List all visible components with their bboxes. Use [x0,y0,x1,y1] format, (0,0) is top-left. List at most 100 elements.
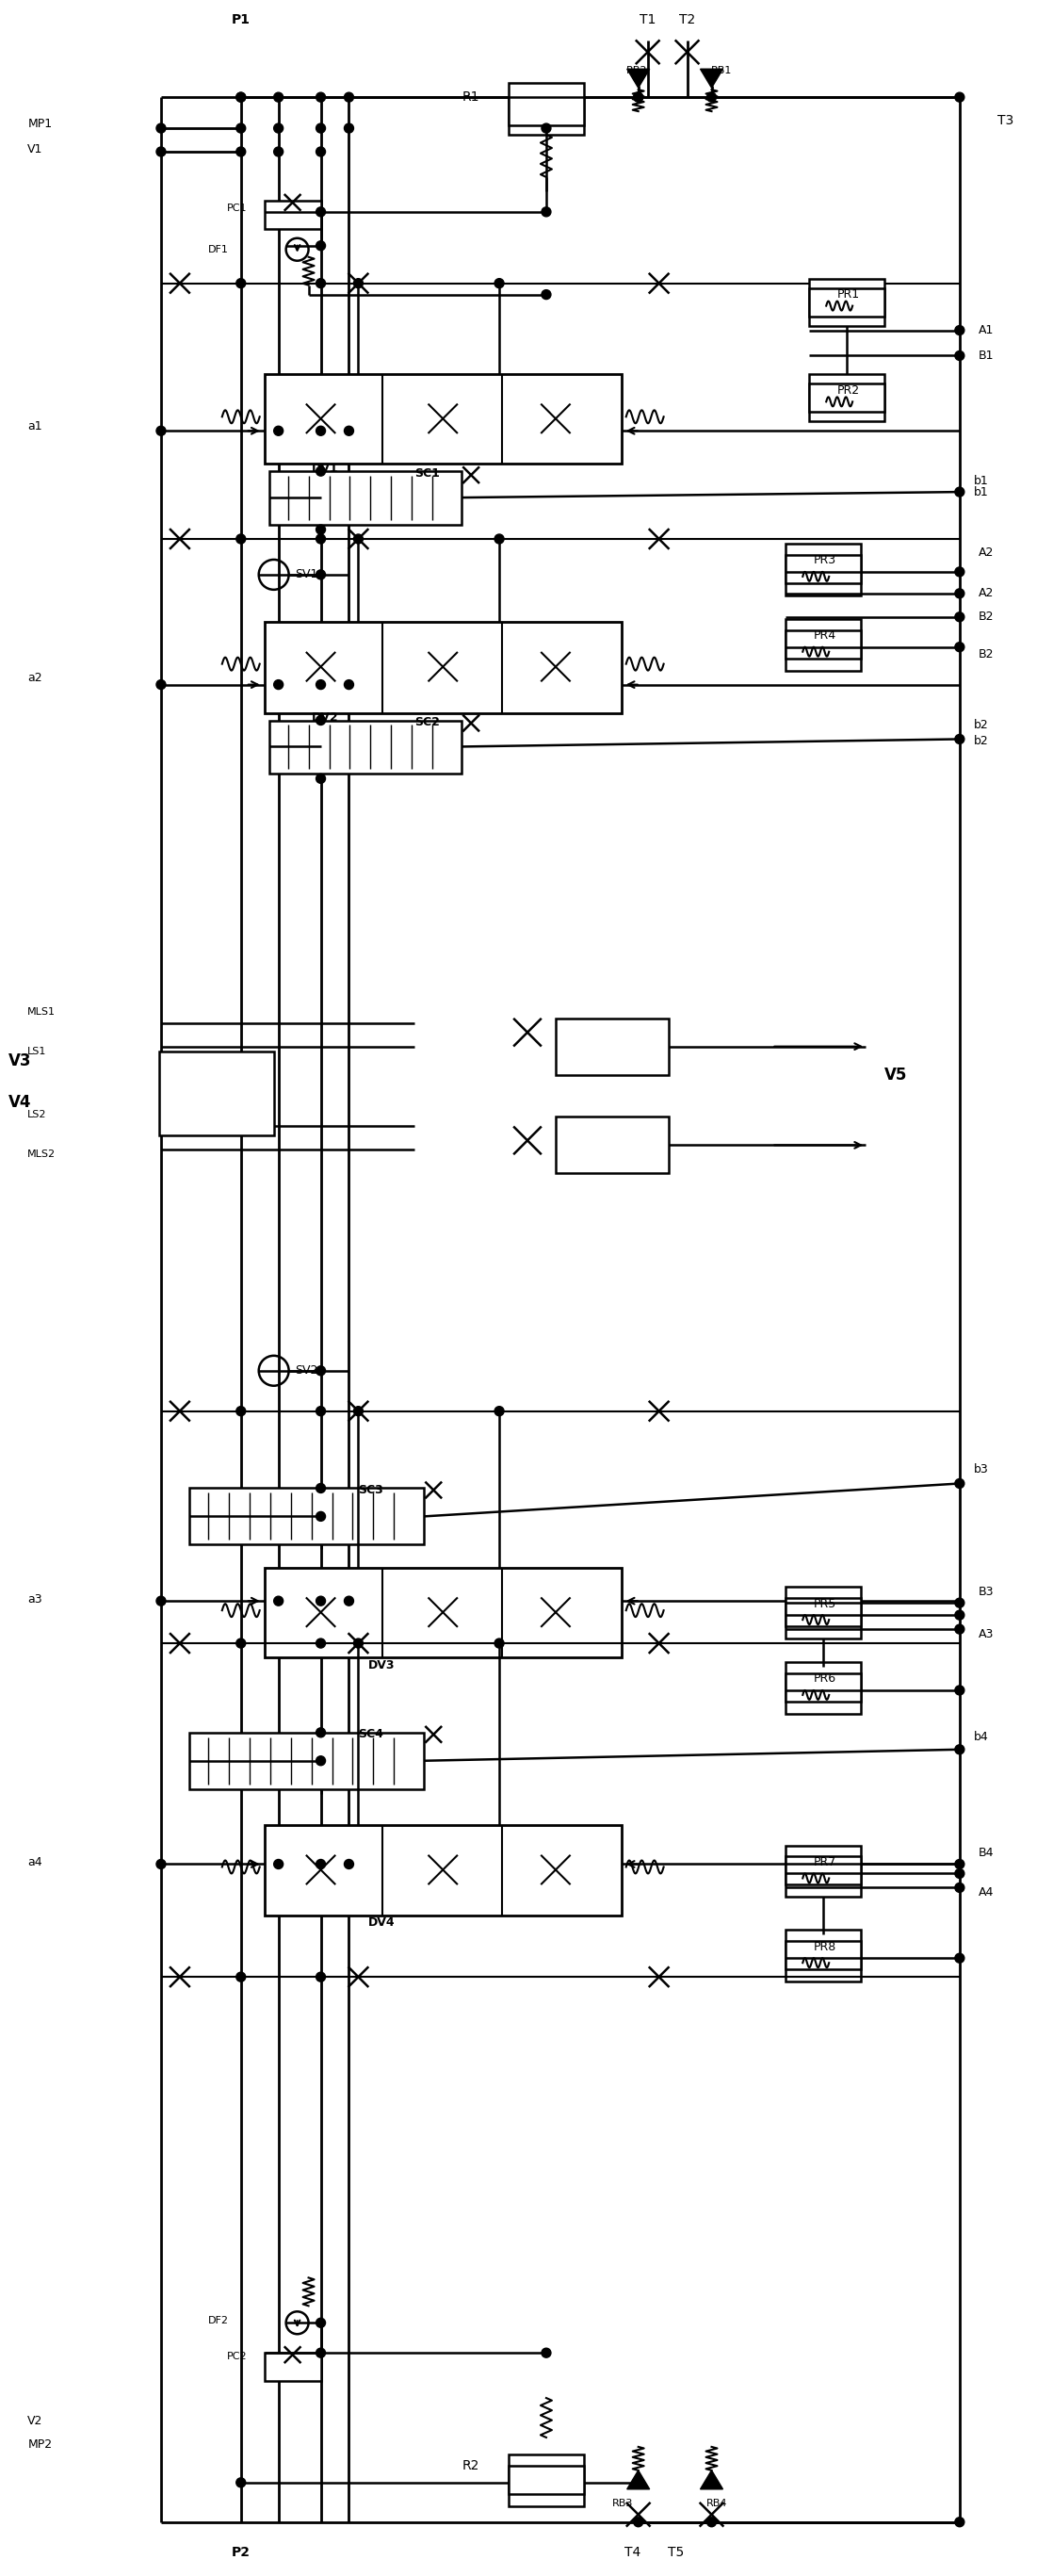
Circle shape [955,325,965,335]
Circle shape [236,1638,245,1649]
Bar [786,1929,861,1981]
Circle shape [316,425,325,435]
Circle shape [955,1953,965,1963]
Bar [159,1051,274,1136]
Text: MP2: MP2 [27,2439,53,2452]
Text: SC2: SC2 [415,716,440,729]
Circle shape [236,147,245,157]
Circle shape [316,1973,325,1981]
Text: b2: b2 [974,734,989,747]
Circle shape [541,124,551,134]
Text: SC3: SC3 [358,1484,383,1497]
Text: A3: A3 [978,1628,994,1641]
Bar [264,1569,621,1656]
Text: T4: T4 [624,2545,641,2558]
Circle shape [316,124,325,134]
Text: V4: V4 [8,1095,32,1110]
Bar [786,1942,861,1971]
Circle shape [344,93,354,103]
Circle shape [495,533,504,544]
Text: V2: V2 [27,2414,43,2427]
Circle shape [344,680,354,690]
Circle shape [955,1883,965,1893]
Text: V3: V3 [8,1051,32,1069]
Text: SC4: SC4 [358,1728,383,1741]
Circle shape [274,680,283,690]
Text: MLS2: MLS2 [27,1149,56,1159]
Text: DV1: DV1 [312,461,338,474]
Text: P1: P1 [232,13,251,26]
Bar [270,471,461,526]
Text: PC2: PC2 [226,2352,247,2362]
Text: R2: R2 [461,2460,479,2473]
Text: A4: A4 [978,1886,994,1899]
Circle shape [354,1406,363,1417]
Text: a2: a2 [27,672,42,685]
Text: a1: a1 [27,420,42,433]
Circle shape [274,147,283,157]
Circle shape [955,590,965,598]
Circle shape [955,1479,965,1489]
Circle shape [955,1860,965,1868]
Circle shape [541,291,551,299]
Text: B2: B2 [978,611,994,623]
Circle shape [541,2349,551,2357]
Circle shape [541,206,551,216]
Circle shape [316,773,325,783]
Bar [786,1857,861,1886]
Bar [786,618,861,670]
Circle shape [156,147,165,157]
Bar [264,621,621,714]
Circle shape [955,734,965,744]
Text: PR6: PR6 [814,1672,837,1685]
Bar [556,1018,669,1074]
Circle shape [955,1868,965,1878]
Polygon shape [627,2470,650,2488]
Bar [264,1824,621,1917]
Bar [190,1489,424,1546]
Text: SV2: SV2 [296,1365,318,1376]
Text: MP1: MP1 [27,118,53,129]
Text: RB4: RB4 [706,2499,728,2509]
Bar [786,1674,861,1703]
Circle shape [316,466,325,477]
Circle shape [354,278,363,289]
Polygon shape [700,2470,722,2488]
Bar [786,544,861,595]
Circle shape [156,124,165,134]
Circle shape [955,567,965,577]
Circle shape [274,124,283,134]
Circle shape [316,1484,325,1494]
Circle shape [274,425,283,435]
Bar [264,374,621,464]
Text: LS1: LS1 [27,1046,46,1056]
Circle shape [955,2517,965,2527]
Bar [556,1118,669,1172]
Text: B3: B3 [978,1584,994,1597]
Bar [786,1662,861,1713]
Circle shape [955,613,965,621]
Circle shape [955,1685,965,1695]
Bar [786,1844,861,1896]
Text: T2: T2 [679,13,695,26]
Text: DF2: DF2 [208,2316,229,2326]
Circle shape [316,1757,325,1765]
Text: LS2: LS2 [27,1110,47,1121]
Circle shape [344,1597,354,1605]
Circle shape [236,93,245,103]
Text: b2: b2 [974,719,989,732]
Text: P2: P2 [232,2545,251,2558]
Circle shape [274,1860,283,1868]
Circle shape [354,1638,363,1649]
Circle shape [344,124,354,134]
Text: PC1: PC1 [226,204,247,214]
Text: RB2: RB2 [627,67,648,75]
Circle shape [634,93,643,103]
Text: DF1: DF1 [208,245,229,255]
Circle shape [955,1625,965,1633]
Text: A2: A2 [978,587,994,600]
Text: B2: B2 [978,649,994,659]
Circle shape [236,1406,245,1417]
Circle shape [707,2517,716,2527]
Text: PR3: PR3 [814,554,837,567]
